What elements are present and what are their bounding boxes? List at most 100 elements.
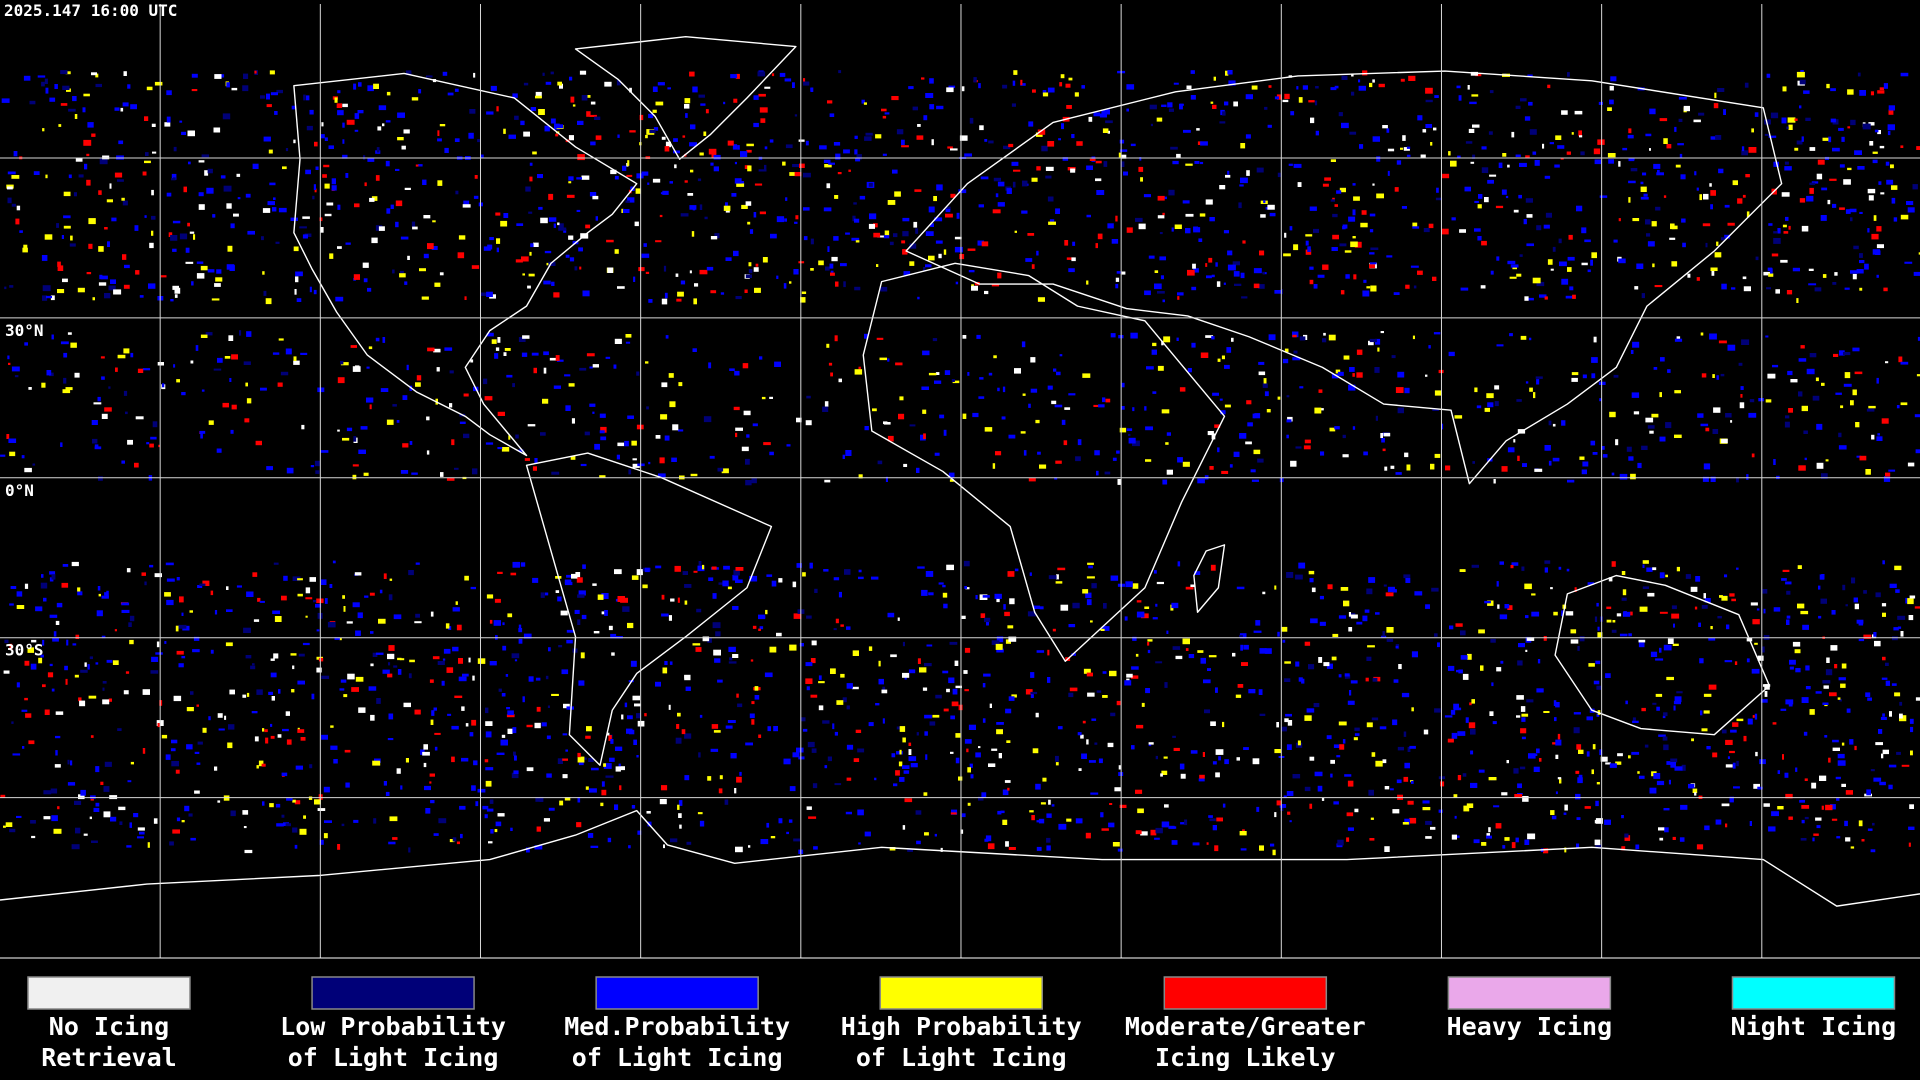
icing-pixel xyxy=(1329,427,1336,432)
icing-pixel xyxy=(734,370,740,376)
icing-pixel xyxy=(562,758,568,761)
icing-pixel xyxy=(782,161,786,166)
icing-pixel xyxy=(1171,227,1174,232)
icing-pixel xyxy=(73,192,77,197)
icing-pixel xyxy=(1892,636,1898,641)
icing-pixel xyxy=(723,205,731,211)
icing-pixel xyxy=(172,220,181,224)
icing-pixel xyxy=(1347,827,1354,831)
icing-pixel xyxy=(1352,209,1356,216)
icing-pixel xyxy=(302,642,310,646)
icing-pixel xyxy=(242,85,249,92)
icing-pixel xyxy=(1575,770,1580,774)
icing-pixel xyxy=(1255,620,1261,626)
icing-pixel xyxy=(950,751,954,754)
icing-pixel xyxy=(1888,469,1896,472)
icing-pixel xyxy=(1474,200,1479,203)
icing-pixel xyxy=(576,822,582,828)
icing-pixel xyxy=(1085,832,1091,839)
icing-pixel xyxy=(395,168,400,171)
legend-swatch xyxy=(1731,976,1896,1010)
icing-pixel xyxy=(661,613,669,617)
icing-pixel xyxy=(643,243,647,247)
icing-pixel xyxy=(603,763,612,769)
icing-pixel xyxy=(1498,162,1503,168)
icing-pixel xyxy=(1372,136,1380,142)
icing-pixel xyxy=(1263,200,1266,204)
icing-pixel xyxy=(49,614,58,618)
icing-pixel xyxy=(1299,386,1304,389)
icing-pixel xyxy=(520,562,526,567)
icing-pixel xyxy=(1330,773,1333,778)
icing-pixel xyxy=(281,772,288,777)
icing-pixel xyxy=(1459,569,1465,572)
icing-pixel xyxy=(824,164,832,168)
icing-pixel xyxy=(549,357,557,361)
icing-pixel xyxy=(1676,691,1683,694)
icing-pixel xyxy=(1124,616,1128,621)
icing-pixel xyxy=(1222,803,1226,808)
icing-pixel xyxy=(1309,756,1315,761)
icing-pixel xyxy=(1330,759,1335,764)
icing-pixel xyxy=(1595,844,1603,848)
icing-pixel xyxy=(846,705,850,710)
icing-pixel xyxy=(569,257,575,262)
icing-pixel xyxy=(30,663,37,670)
icing-pixel xyxy=(996,648,1004,653)
icing-pixel xyxy=(1844,820,1848,827)
icing-pixel xyxy=(1121,406,1125,410)
icing-pixel xyxy=(54,764,61,768)
icing-pixel xyxy=(1448,151,1451,156)
icing-pixel xyxy=(638,267,645,272)
icing-pixel xyxy=(77,591,83,596)
icing-pixel xyxy=(532,466,537,471)
icing-pixel xyxy=(958,776,963,781)
icing-pixel xyxy=(1582,461,1589,467)
icing-pixel xyxy=(1054,404,1063,408)
icing-pixel xyxy=(630,660,637,667)
icing-pixel xyxy=(1136,724,1144,729)
icing-pixel xyxy=(1409,745,1416,749)
icing-pixel xyxy=(592,364,599,368)
icing-pixel xyxy=(1477,204,1482,209)
icing-pixel xyxy=(1145,688,1150,694)
icing-pixel xyxy=(1386,627,1394,633)
icing-pixel xyxy=(995,643,1003,650)
icing-pixel xyxy=(104,227,108,230)
icing-pixel xyxy=(634,221,639,227)
icing-pixel xyxy=(1797,565,1802,569)
icing-pixel xyxy=(829,263,834,269)
icing-pixel xyxy=(471,719,477,726)
icing-pixel xyxy=(1820,215,1827,221)
icing-pixel xyxy=(1617,753,1623,757)
icing-pixel xyxy=(917,658,921,664)
icing-pixel xyxy=(1475,74,1482,77)
icing-pixel xyxy=(313,289,317,295)
icing-pixel xyxy=(1591,373,1596,379)
icing-pixel xyxy=(1177,561,1181,567)
icing-pixel xyxy=(269,70,275,75)
icing-pixel xyxy=(1671,613,1680,619)
icing-pixel xyxy=(1526,214,1533,218)
icing-pixel xyxy=(520,120,525,126)
icing-pixel xyxy=(661,382,668,388)
icing-pixel xyxy=(1858,638,1865,642)
icing-pixel xyxy=(1030,357,1036,363)
icing-pixel xyxy=(967,372,970,376)
icing-pixel xyxy=(1469,702,1472,706)
icing-pixel xyxy=(42,684,46,688)
icing-pixel xyxy=(1166,469,1173,475)
icing-pixel xyxy=(1289,820,1292,823)
icing-pixel xyxy=(89,816,92,820)
icing-pixel xyxy=(1183,129,1191,133)
icing-pixel xyxy=(1785,581,1792,585)
icing-pixel xyxy=(19,230,23,233)
icing-pixel xyxy=(1625,700,1628,705)
icing-pixel xyxy=(1348,216,1356,222)
icing-pixel xyxy=(1646,233,1651,237)
icing-pixel xyxy=(518,624,522,629)
icing-pixel xyxy=(1434,633,1438,637)
icing-pixel xyxy=(658,473,666,478)
icing-pixel xyxy=(1239,831,1247,836)
icing-pixel xyxy=(840,624,844,627)
